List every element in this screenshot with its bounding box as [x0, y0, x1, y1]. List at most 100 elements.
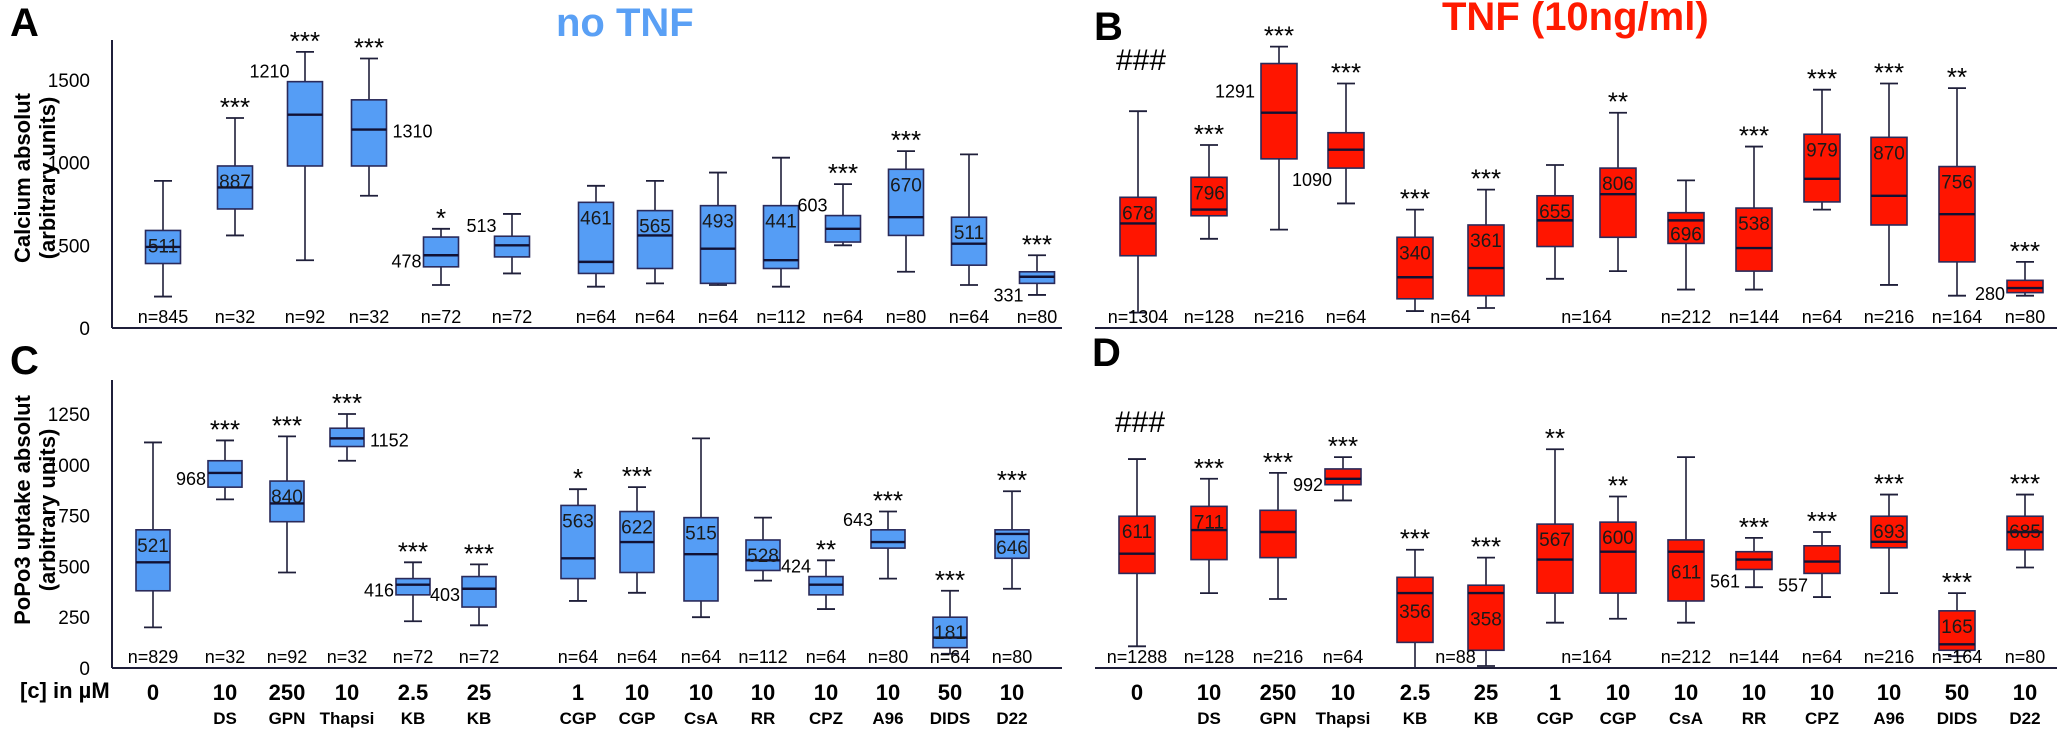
box-6: 358 n=88 ***	[1435, 532, 1505, 667]
significance-stars: **	[1608, 471, 1628, 501]
box-10: 528 n=112	[738, 516, 788, 667]
box-11: 979 n=64 ***	[1802, 64, 1843, 327]
x-tick-drug: D22	[996, 709, 1027, 728]
y-axis-title-bottom-line2: (arbitrary units)	[35, 429, 60, 592]
box-iqr	[1259, 509, 1297, 559]
panel-d: ###611n=1288711n=128***n=216***992n=64**…	[1095, 406, 2057, 669]
y-axis-title-bottom: PoPo3 uptake absolut (arbitrary units)	[10, 394, 60, 624]
box-9: 493 n=64	[698, 171, 738, 327]
x-tick-concentration: 10	[1877, 680, 1901, 705]
x-tick-drug: KB	[401, 709, 426, 728]
significance-stars: ***	[354, 33, 384, 63]
box-1: 678 n=1304	[1108, 110, 1169, 327]
significance-stars: ***	[1874, 469, 1904, 499]
sample-size-label: n=92	[285, 307, 326, 327]
y-tick-label: 1000	[48, 154, 90, 175]
box-iqr	[636, 209, 674, 270]
sample-size-label: n=80	[1017, 307, 1058, 327]
box-1: 521 n=829	[128, 441, 178, 667]
box-7: 563 n=64 *	[558, 463, 599, 667]
box-iqr	[422, 236, 460, 268]
box-iqr	[1396, 576, 1434, 644]
box-14: 646 n=80 ***	[992, 465, 1033, 667]
significance-stars: ***	[1328, 431, 1358, 461]
box-8: 806 n=164 **	[1561, 87, 1637, 327]
box-6: 403 n=72 ***	[430, 538, 499, 667]
sample-size-label: n=64	[576, 307, 617, 327]
x-tick-concentration: 10	[1197, 680, 1221, 705]
box-9: 611 n=212	[1661, 456, 1711, 667]
box-value-label: 567	[1539, 530, 1571, 551]
x-tick-concentration: 10	[625, 680, 649, 705]
significance-vs-control-mark: ###	[1116, 44, 1166, 77]
box-iqr	[1467, 224, 1505, 297]
panel-letter-c: C	[10, 339, 39, 383]
box-iqr	[1735, 207, 1773, 272]
x-tick-drug: GPN	[1260, 709, 1297, 728]
significance-stars: ***	[1022, 229, 1052, 259]
x-tick-concentration: 10	[689, 680, 713, 705]
box-value-label: 1210	[249, 62, 289, 82]
box-value-label: 796	[1193, 183, 1225, 204]
box-value-label: 515	[685, 524, 717, 545]
box-iqr	[1803, 544, 1841, 575]
x-tick-concentration: 10	[814, 680, 838, 705]
box-iqr	[1324, 468, 1362, 486]
box-2: 796 n=128 ***	[1184, 119, 1235, 327]
box-iqr	[1599, 521, 1637, 594]
y-tick-label: 1000	[48, 456, 90, 477]
significance-stars: ***	[1263, 447, 1293, 477]
box-2: 887 n=32 ***	[215, 92, 256, 327]
box-5: 356 ***	[1396, 524, 1434, 669]
box-value-label: 1291	[1215, 82, 1255, 102]
box-value-label: 361	[1470, 231, 1502, 252]
x-tick-drug: CGP	[1600, 709, 1637, 728]
x-tick-drug: DS	[1197, 709, 1221, 728]
box-6: 361 n=64 ***	[1430, 164, 1505, 327]
x-tick-concentration: 10	[213, 680, 237, 705]
x-tick-concentration: 10	[1606, 680, 1630, 705]
box-iqr	[762, 204, 800, 270]
x-tick-drug: KB	[467, 709, 492, 728]
box-value-label: 565	[639, 217, 671, 238]
box-8: 622 n=64 ***	[617, 461, 658, 667]
sample-size-label: n=845	[138, 307, 189, 327]
box-3: 840 n=92 ***	[267, 410, 308, 667]
x-tick-drug: DIDS	[1937, 709, 1978, 728]
x-tick-concentration: 50	[938, 680, 962, 705]
sample-size-label: n=92	[267, 647, 308, 667]
sample-size-label: n=1304	[1108, 307, 1169, 327]
y-tick-label: 1250	[48, 405, 90, 426]
box-10: 538 n=144 ***	[1729, 121, 1780, 327]
sample-size-label: n=64	[1323, 647, 1364, 667]
box-12: 670 n=80 ***	[886, 125, 927, 327]
sample-size-label: n=64	[558, 647, 599, 667]
box-value-label: 521	[137, 536, 169, 557]
sample-size-label: n=72	[421, 307, 462, 327]
significance-stars: ***	[997, 465, 1027, 495]
y-tick-label: 500	[58, 236, 90, 257]
box-value-label: 887	[219, 172, 251, 193]
box-value-label: 600	[1602, 528, 1634, 549]
box-value-label: 563	[562, 511, 594, 532]
x-tick-drug: A96	[872, 709, 903, 728]
sample-size-label: n=144	[1729, 307, 1780, 327]
x-tick-concentration: 10	[876, 680, 900, 705]
sample-size-label: n=112	[756, 307, 805, 327]
significance-stars: **	[1608, 87, 1628, 117]
box-9: 696 n=212	[1661, 179, 1711, 327]
x-tick-drug: CGP	[560, 709, 597, 728]
significance-stars: ***	[1194, 119, 1224, 149]
box-value-label: 806	[1602, 174, 1634, 195]
box-value-label: 478	[391, 251, 421, 271]
box-12: 643 n=80 ***	[843, 486, 908, 667]
x-tick-drug: KB	[1403, 709, 1428, 728]
box-iqr	[135, 529, 171, 592]
y-tick-label: 0	[79, 659, 90, 680]
box-iqr	[269, 480, 305, 523]
box-value-label: 611	[1122, 522, 1152, 543]
significance-stars: ***	[464, 538, 494, 568]
sample-size-label: n=32	[327, 647, 368, 667]
